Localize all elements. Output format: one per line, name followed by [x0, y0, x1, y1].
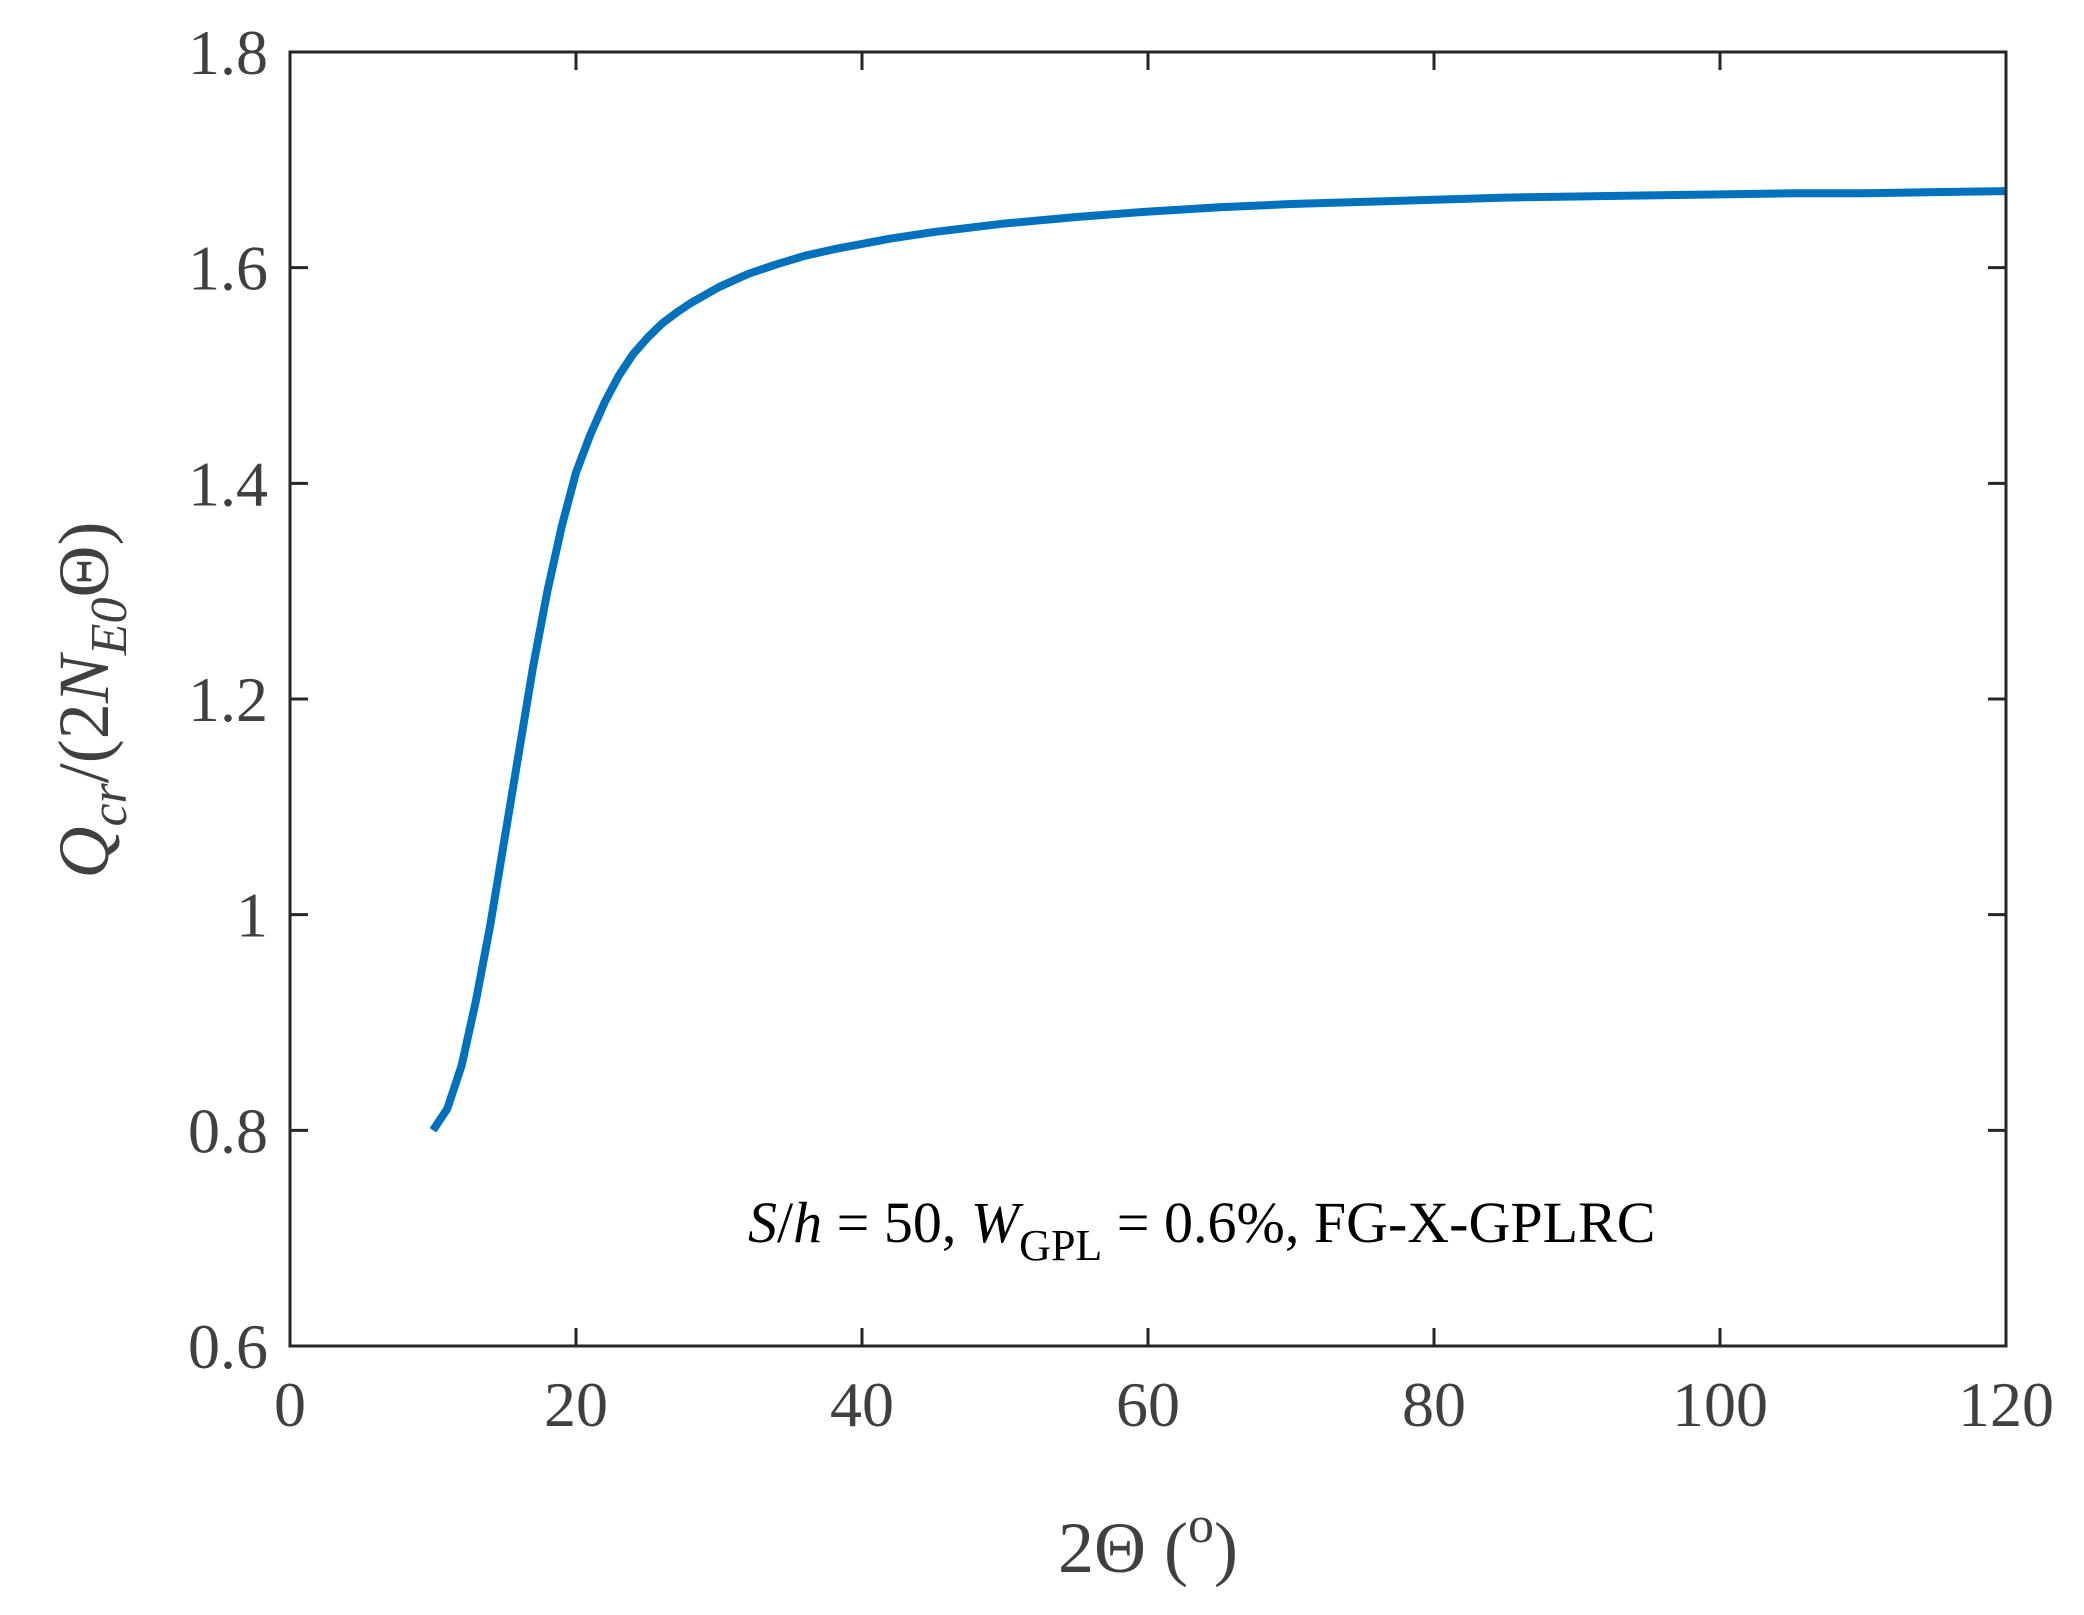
annotation-rest: = 0.6%, FG-X-GPLRC — [1102, 1190, 1655, 1255]
x-axis-title-sup: o — [1188, 1497, 1214, 1554]
y-axis-title-theta: Θ — [44, 545, 124, 597]
y-tick-label: 0.8 — [188, 1095, 268, 1166]
x-tick-label: 80 — [1402, 1369, 1466, 1440]
annotation-w: W — [971, 1190, 1024, 1255]
tick-labels-layer: 0 20 40 60 80 100 120 0.6 0.8 1 1.2 1.4 1.6 1.8 — [188, 17, 2054, 1440]
y-tick-label: 1.4 — [188, 448, 268, 519]
x-axis-title-main: 2Θ ( — [1058, 1508, 1188, 1588]
y-tick-label: 1.2 — [188, 664, 268, 735]
annotation-slash: / — [777, 1190, 794, 1255]
x-tick-label: 100 — [1672, 1369, 1768, 1440]
chart-annotation: S/h = 50, WGPL = 0.6%, FG-X-GPLRC — [748, 1190, 1655, 1270]
plot-area-frame — [288, 50, 2008, 1348]
annotation-eq1: = 50, — [822, 1190, 971, 1255]
y-axis-title-n: N — [44, 651, 124, 704]
y-axis-title-close: ) — [44, 521, 124, 545]
y-tick-label: 1.6 — [188, 233, 268, 304]
x-tick-label: 20 — [544, 1369, 608, 1440]
annotation-h: h — [793, 1190, 822, 1255]
y-tick-label: 0.6 — [188, 1311, 268, 1382]
y-tick-label: 1.8 — [188, 17, 268, 88]
y-axis-title-n-sub: E0 — [81, 597, 138, 656]
x-axis-title: 2Θ (o) — [1058, 1497, 1238, 1588]
x-tick-label: 0 — [274, 1369, 306, 1440]
annotation-w-sub: GPL — [1019, 1221, 1102, 1270]
x-tick-label: 40 — [830, 1369, 894, 1440]
ticks-layer — [288, 50, 2008, 1348]
y-axis-title-mid: /(2 — [44, 703, 124, 783]
annotation-s: S — [748, 1190, 777, 1255]
y-axis-title-q-sub: cr — [81, 782, 138, 826]
x-tick-label: 120 — [1958, 1369, 2054, 1440]
y-tick-label: 1 — [236, 880, 268, 951]
x-tick-label: 60 — [1116, 1369, 1180, 1440]
x-axis-title-close: ) — [1214, 1508, 1238, 1588]
series-line — [429, 187, 2007, 1133]
series-layer — [429, 187, 2007, 1133]
y-axis-title-q: Q — [44, 827, 124, 879]
y-axis-title: Qcr/(2NE0Θ) — [44, 521, 138, 878]
